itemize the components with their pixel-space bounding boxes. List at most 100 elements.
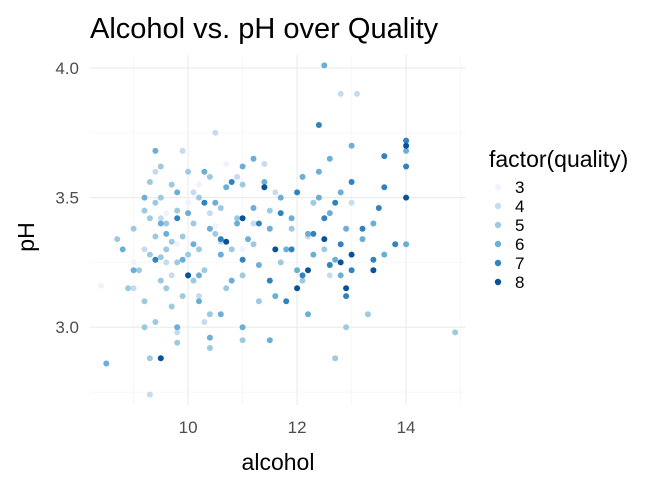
data-point (239, 163, 246, 170)
data-point (228, 179, 235, 185)
data-point (250, 241, 257, 248)
data-point (130, 285, 137, 292)
data-point (157, 254, 164, 261)
data-point (294, 267, 301, 274)
data-point (277, 210, 284, 217)
data-point (392, 241, 399, 248)
data-point (217, 251, 224, 258)
data-point (141, 207, 148, 214)
data-point (185, 199, 192, 206)
data-point (174, 215, 181, 222)
data-point (206, 210, 213, 217)
data-point (125, 285, 132, 292)
data-point (141, 298, 148, 305)
data-point (305, 230, 311, 237)
data-point (174, 241, 181, 248)
data-point (157, 163, 164, 170)
data-point (152, 147, 159, 154)
data-point (343, 225, 350, 232)
data-point (141, 194, 148, 201)
data-point (223, 160, 230, 167)
data-point (305, 267, 311, 274)
data-point (196, 293, 202, 300)
data-point (288, 246, 295, 253)
data-point (146, 179, 153, 185)
data-point (114, 236, 121, 243)
data-point (196, 194, 202, 201)
data-point (163, 230, 170, 237)
legend-swatch (494, 183, 502, 191)
data-point (174, 189, 181, 196)
data-point (337, 90, 344, 97)
y-tick-label: 4.0 (55, 59, 79, 78)
legend-label: 5 (515, 216, 524, 235)
legend-label: 6 (515, 235, 524, 254)
data-point (348, 251, 355, 258)
data-point (223, 238, 230, 245)
data-point (212, 199, 219, 206)
data-point (337, 259, 344, 266)
data-point (174, 324, 181, 331)
legend-label: 4 (515, 197, 524, 216)
data-point (359, 225, 366, 232)
data-point (130, 225, 137, 232)
plot-grid (90, 55, 466, 405)
legend-swatch (494, 278, 502, 286)
data-point (185, 168, 192, 175)
data-point (146, 251, 153, 258)
data-point (168, 272, 175, 279)
data-point (261, 160, 268, 167)
data-point (174, 339, 181, 346)
data-point (343, 293, 350, 300)
data-point (217, 236, 224, 243)
data-point (179, 233, 186, 240)
x-axis-title: alcohol (242, 449, 315, 475)
data-point (310, 251, 317, 258)
data-point (228, 277, 235, 284)
data-point (261, 179, 268, 185)
data-point (196, 272, 202, 279)
data-point (255, 298, 262, 305)
data-point (157, 355, 164, 362)
data-point (321, 236, 328, 243)
data-point (179, 147, 186, 154)
data-point (403, 142, 410, 149)
legend-label: 7 (515, 254, 524, 273)
data-point (206, 334, 213, 341)
data-point (163, 210, 170, 217)
data-point (321, 246, 328, 253)
data-point (212, 230, 219, 237)
data-point (370, 267, 377, 274)
data-point (168, 303, 175, 310)
data-point (217, 205, 224, 211)
data-point (217, 311, 224, 318)
data-point (326, 155, 333, 162)
data-point (163, 259, 170, 266)
data-point (288, 215, 295, 222)
data-point (239, 337, 246, 344)
data-point (130, 267, 137, 274)
data-point (136, 267, 142, 274)
data-point (326, 272, 333, 279)
data-point (119, 246, 126, 253)
data-point (239, 324, 246, 331)
data-point (272, 246, 279, 253)
legend-swatch (494, 259, 502, 267)
data-point (381, 184, 388, 191)
data-point (141, 246, 148, 253)
legend-swatch (494, 240, 502, 248)
data-point (168, 238, 175, 245)
data-point (321, 215, 328, 222)
data-point (157, 215, 164, 222)
data-point (97, 282, 104, 289)
data-point (343, 285, 350, 292)
data-point (206, 225, 213, 232)
chart-title: Alcohol vs. pH over Quality (90, 13, 439, 45)
data-point (163, 246, 170, 253)
data-point (337, 272, 344, 279)
data-point (179, 293, 186, 300)
data-point (179, 256, 186, 263)
legend-swatch (494, 202, 502, 210)
